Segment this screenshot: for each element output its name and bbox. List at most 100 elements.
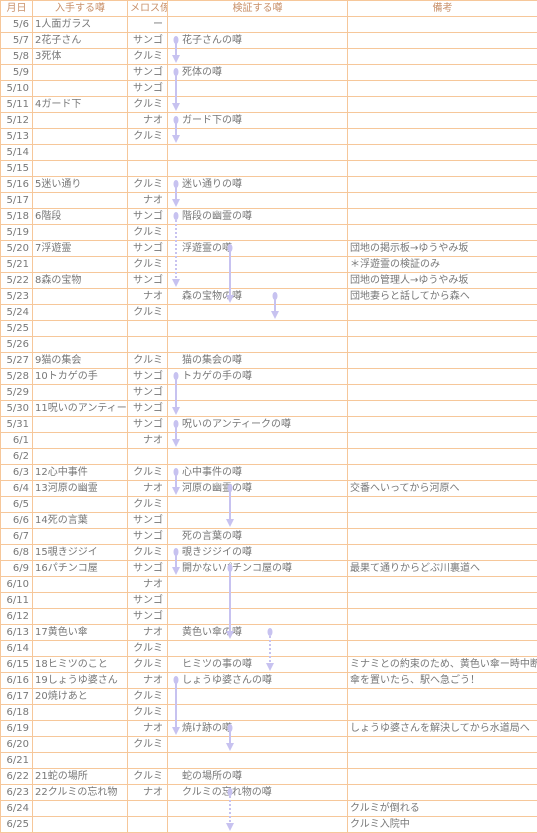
cell <box>33 641 128 657</box>
header-cell: メロス係 <box>128 1 168 17</box>
cell: ナオ <box>128 721 168 737</box>
cell: サンゴ <box>128 609 168 625</box>
cell: クルミ <box>128 225 168 241</box>
cell <box>348 545 537 561</box>
cell <box>168 337 348 353</box>
cell: サンゴ <box>128 209 168 225</box>
cell: 交番へいってから河原へ <box>348 481 537 497</box>
cell <box>168 801 348 817</box>
cell <box>168 129 348 145</box>
cell: 9猫の集会 <box>33 353 128 369</box>
cell <box>128 145 168 161</box>
cell: しょうゆ婆さんの噂 <box>168 673 348 689</box>
cell: 階段の幽霊の噂 <box>168 209 348 225</box>
cell <box>348 353 537 369</box>
cell: クルミ <box>128 465 168 481</box>
cell: 5/28 <box>1 369 33 385</box>
cell <box>348 433 537 449</box>
cell: クルミ <box>128 353 168 369</box>
cell: クルミ <box>128 689 168 705</box>
cell <box>128 449 168 465</box>
row: 6/2 <box>1 449 537 465</box>
cell: 10トカゲの手 <box>33 369 128 385</box>
cell <box>168 577 348 593</box>
cell: ナオ <box>128 289 168 305</box>
cell: 5/8 <box>1 49 33 65</box>
cell: 5/7 <box>1 33 33 49</box>
cell <box>168 705 348 721</box>
cell: 6/25 <box>1 817 33 833</box>
cell <box>168 817 348 833</box>
cell <box>168 449 348 465</box>
cell <box>348 689 537 705</box>
cell: 5/18 <box>1 209 33 225</box>
cell <box>33 161 128 177</box>
cell <box>33 81 128 97</box>
cell <box>348 33 537 49</box>
cell: ナオ <box>128 433 168 449</box>
cell <box>33 129 128 145</box>
cell: ヒミツの事の噂 <box>168 657 348 673</box>
row: 5/25 <box>1 321 537 337</box>
cell <box>348 97 537 113</box>
cell: ナオ <box>128 577 168 593</box>
cell <box>33 497 128 513</box>
cell <box>168 305 348 321</box>
cell: 5/30 <box>1 401 33 417</box>
cell: 5/16 <box>1 177 33 193</box>
header-row: 月日入手する噂メロス係検証する噂備考 <box>1 1 537 17</box>
cell <box>168 193 348 209</box>
cell: クルミが倒れる <box>348 801 537 817</box>
cell: 8森の宝物 <box>33 273 128 289</box>
cell <box>168 593 348 609</box>
cell <box>33 753 128 769</box>
cell: サンゴ <box>128 561 168 577</box>
cell <box>128 321 168 337</box>
cell: 森の宝物の噂 <box>168 289 348 305</box>
cell: 開かないパチンコ屋の噂 <box>168 561 348 577</box>
cell: ナオ <box>128 625 168 641</box>
cell <box>348 113 537 129</box>
cell <box>348 81 537 97</box>
cell <box>168 753 348 769</box>
cell <box>33 145 128 161</box>
cell <box>33 337 128 353</box>
cell: 5/24 <box>1 305 33 321</box>
cell <box>348 513 537 529</box>
cell: 17黄色い傘 <box>33 625 128 641</box>
cell: 6/20 <box>1 737 33 753</box>
cell: 5/31 <box>1 417 33 433</box>
cell: 最果て通りからどぶ川裏道へ <box>348 561 537 577</box>
cell: 猫の集会の噂 <box>168 353 348 369</box>
cell <box>348 337 537 353</box>
cell <box>168 145 348 161</box>
cell: 河原の幽霊の噂 <box>168 481 348 497</box>
cell <box>348 305 537 321</box>
cell: クルミ <box>128 641 168 657</box>
cell: 22クルミの忘れ物 <box>33 785 128 801</box>
cell: しょうゆ婆さんを解決してから水道局へ <box>348 721 537 737</box>
cell <box>33 529 128 545</box>
cell: サンゴ <box>128 513 168 529</box>
cell <box>348 369 537 385</box>
cell: 心中事件の噂 <box>168 465 348 481</box>
row: 6/21 <box>1 753 537 769</box>
cell: 5/25 <box>1 321 33 337</box>
cell: クルミ <box>128 177 168 193</box>
cell <box>348 465 537 481</box>
cell: サンゴ <box>128 241 168 257</box>
cell: 死の言葉の噂 <box>168 529 348 545</box>
cell <box>33 801 128 817</box>
cell: 14死の言葉 <box>33 513 128 529</box>
